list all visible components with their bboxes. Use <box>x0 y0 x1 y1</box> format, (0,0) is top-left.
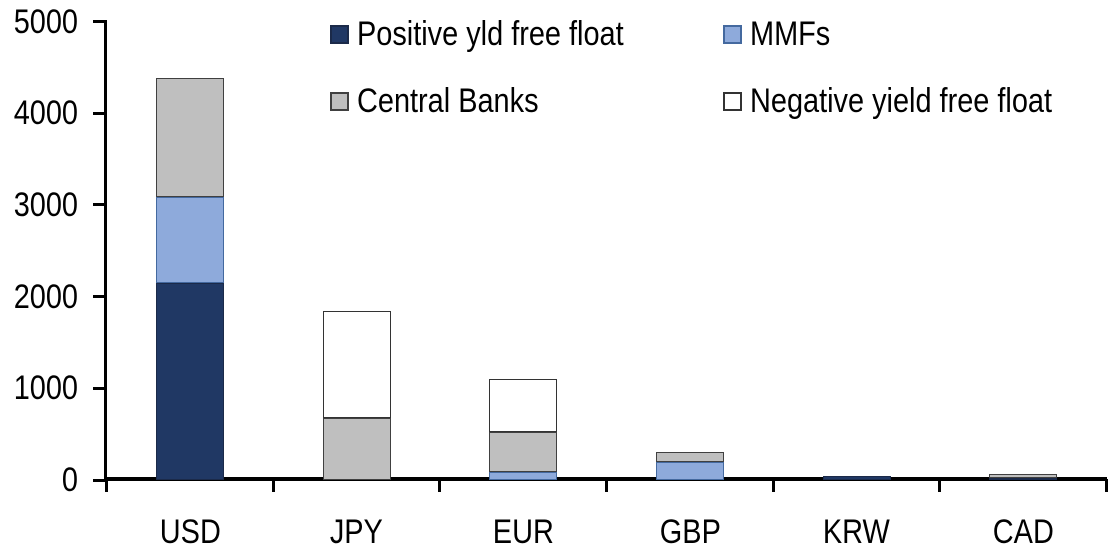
y-axis-tick-label: 0 <box>61 461 78 499</box>
y-axis-tick-label: 3000 <box>13 185 78 224</box>
x-axis-category-label: GBP <box>659 513 721 551</box>
x-axis-tick <box>938 479 942 492</box>
legend-label-central-banks: Central Banks <box>357 82 539 120</box>
y-axis-line <box>104 20 107 481</box>
y-axis-tick-label: 1000 <box>13 369 78 408</box>
x-axis-tick <box>605 479 608 492</box>
bar-segment-eur <box>489 379 558 433</box>
legend-label-negative-yield-free-float: Negative yield free float <box>750 82 1053 120</box>
x-axis-tick <box>771 479 775 492</box>
x-axis-category-label: KRW <box>823 513 890 551</box>
legend-item-positive-yld-free-float: Positive yld free float <box>330 14 671 54</box>
y-axis-tick-label: 5000 <box>13 2 78 41</box>
x-axis-category-label: USD <box>159 513 221 551</box>
legend-item-mmfs: MMFs <box>723 14 844 54</box>
legend-swatch-negative-yield-free-float <box>723 91 742 111</box>
bar-segment-cad <box>989 473 1058 478</box>
bar-segment-cad <box>989 477 1058 480</box>
bar-segment-usd <box>155 78 224 197</box>
x-axis-tick <box>438 479 442 492</box>
y-axis-tick <box>93 295 106 299</box>
y-axis-tick-label: 2000 <box>13 277 78 316</box>
y-axis-tick-label: 4000 <box>13 94 78 133</box>
legend-label-positive-yld-free-float: Positive yld free float <box>357 15 624 53</box>
y-axis-tick <box>93 20 106 23</box>
legend-item-negative-yield-free-float: Negative yield free float <box>723 81 1105 121</box>
bar-segment-jpy <box>322 417 391 480</box>
y-axis-tick <box>93 203 106 207</box>
legend-label-mmfs: MMFs <box>750 15 831 53</box>
bar-segment-usd <box>155 196 224 284</box>
bar-segment-eur <box>489 471 558 480</box>
legend-swatch-positive-yld-free-float <box>330 24 349 44</box>
x-axis-tick <box>271 479 275 492</box>
bar-segment-gbp <box>655 451 724 462</box>
legend-item-central-banks: Central Banks <box>330 81 571 121</box>
bar-segment-jpy <box>322 311 391 418</box>
bar-segment-krw <box>822 476 891 480</box>
legend-swatch-mmfs <box>723 24 742 44</box>
x-axis-tick <box>105 479 108 492</box>
y-axis-tick <box>93 386 106 390</box>
bar-segment-gbp <box>655 461 724 480</box>
x-axis-tick <box>1105 479 1108 492</box>
x-axis-category-label: JPY <box>329 513 383 551</box>
legend-swatch-central-banks <box>330 91 349 111</box>
bar-segment-eur <box>489 432 558 472</box>
y-axis-tick <box>93 111 106 115</box>
bar-segment-usd <box>155 283 224 480</box>
y-axis-tick <box>93 478 106 482</box>
x-axis-category-label: EUR <box>492 513 554 551</box>
x-axis-category-label: CAD <box>992 513 1054 551</box>
